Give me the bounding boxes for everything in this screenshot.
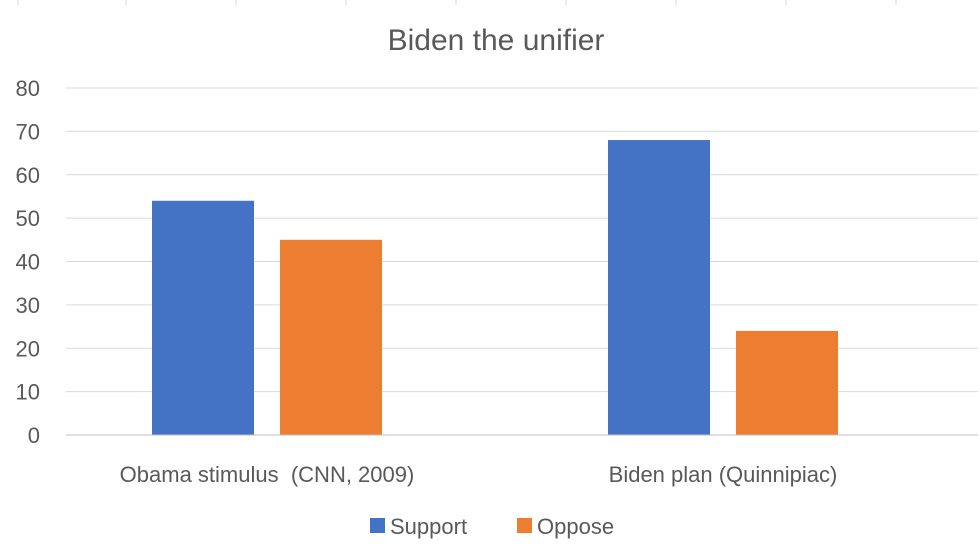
y-tick-label: 0 [28, 423, 40, 448]
legend-swatch-support [370, 518, 385, 533]
chart-title: Biden the unifier [388, 24, 605, 57]
bar-oppose-1 [736, 330, 838, 435]
y-tick-label: 20 [16, 336, 40, 361]
bar-support-1 [608, 140, 710, 436]
legend-label-oppose: Oppose [537, 514, 614, 539]
bars [152, 140, 838, 436]
top-border-ticks [17, 0, 897, 5]
y-tick-label: 80 [16, 76, 40, 101]
y-tick-label: 60 [16, 163, 40, 188]
legend-swatch-oppose [517, 518, 532, 533]
y-tick-label: 40 [16, 250, 40, 275]
y-tick-label: 30 [16, 293, 40, 318]
y-tick-label: 50 [16, 206, 40, 231]
bar-oppose-0 [280, 239, 382, 435]
y-axis-ticks: 0 10 20 30 40 50 60 70 80 [16, 76, 40, 448]
y-tick-label: 10 [16, 380, 40, 405]
category-label: Biden plan (Quinnipiac) [609, 462, 838, 487]
category-labels: Obama stimulus (CNN, 2009) Biden plan (Qu… [120, 462, 838, 487]
legend-label-support: Support [390, 514, 467, 539]
bar-support-0 [152, 200, 254, 435]
y-tick-label: 70 [16, 119, 40, 144]
legend: Support Oppose [370, 514, 614, 539]
category-label: Obama stimulus (CNN, 2009) [120, 462, 415, 487]
